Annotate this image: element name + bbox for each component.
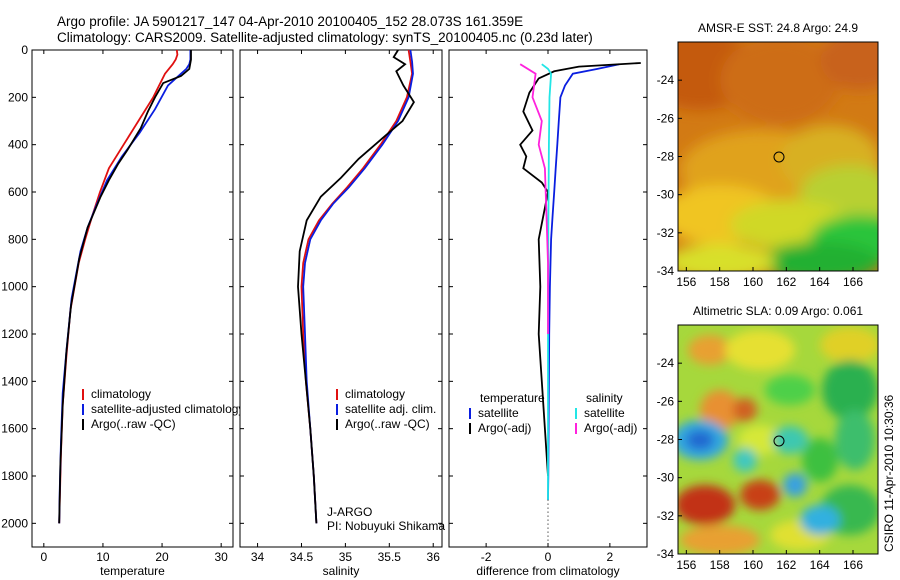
x-tick-label: 20 [155,550,169,564]
profile-plots: 0 10 20 30020040060080010001200140016001800… [1,43,648,578]
sla-argo-marker [773,435,785,447]
x-tick-label: 35 [339,550,353,564]
series-line [58,50,192,524]
x-tick-label: 10 [96,550,110,564]
y-tick-label: 1000 [1,280,28,294]
series-line [541,63,553,500]
header-line-2: Climatology: CARS2009. Satellite-adjuste… [57,30,593,45]
sst-map: AMSR-E SST: 24.8 Argo: 24.9 156 158 160 162… [657,21,879,289]
legend-entry: satellite [584,406,625,420]
x-tick-label: 162 [776,558,796,572]
x-tick-label: 158 [710,558,730,572]
y-tick-label: -32 [657,509,675,523]
sst-map-title: AMSR-E SST: 24.8 Argo: 24.9 [698,21,858,35]
header-line-1: Argo profile: JA 5901217_147 04-Apr-2010… [57,14,523,29]
x-tick-label: 166 [843,275,863,289]
legend-entry: Argo(..raw -QC) [91,417,176,431]
y-tick-label: 600 [8,185,28,199]
y-tick-label: -30 [657,188,675,202]
plot-frame [31,49,234,548]
x-tick-label: 0 [40,550,47,564]
sla-map-ticks: 156 158 160 162 164 166 -24 -26 -28 -30 -32 -34 [657,356,864,572]
legend-entry: salinity [586,391,623,405]
sst-map-field [678,42,878,271]
x-tick-label: 156 [676,275,696,289]
y-tick-label: -26 [657,111,675,125]
y-tick-label: -26 [657,394,675,408]
y-tick-label: -32 [657,226,675,240]
plot-temperature: 0 10 20 30 0 200 400 600 800 1000 1200 1400 1600 1800… [1,43,244,578]
legend-entry: Argo(..raw -QC) [345,417,430,431]
x-tick-label: 34.5 [290,550,314,564]
x-tick-label: 36 [427,550,441,564]
annotation: PI: Nobuyuki Shikama [327,519,445,533]
x-tick-label: 35.5 [378,550,402,564]
x-tick-label: 2 [607,550,614,564]
y-tick-label: 400 [8,138,28,152]
y-tick-label: 1800 [1,469,28,483]
y-tick-label: 1200 [1,327,28,341]
x-tick-label: 156 [676,558,696,572]
x-tick-label: 164 [810,275,830,289]
x-tick-label: 34 [251,550,265,564]
sla-map: Altimetric SLA: 0.09 Argo: 0.061 [657,304,879,572]
plot-salinity: 34 34.5 35 35.5 36 salinity climatologysatelli… [239,49,445,578]
y-tick-label: 1600 [1,422,28,436]
y-tick-label: -24 [657,73,675,87]
y-tick-label: 800 [8,232,28,246]
sla-map-title: Altimetric SLA: 0.09 Argo: 0.061 [693,304,863,318]
legend-entry: Argo(-adj) [584,421,637,435]
legend-entry: climatology [91,387,151,401]
y-tick-label: 0 [21,43,28,57]
legend-entry: satellite adj. clim. [345,402,436,416]
x-axis-label: salinity [323,564,360,578]
sla-map-field [678,325,878,554]
y-tick-label: -28 [657,150,675,164]
series-line [519,62,641,477]
x-tick-label: 158 [710,275,730,289]
y-tick-label: -34 [657,547,675,561]
legend-entry: satellite [478,406,519,420]
sst-argo-marker [773,151,785,163]
y-tick-label: -30 [657,471,675,485]
plot-frame [239,49,443,548]
x-tick-label: 164 [810,558,830,572]
legend-entry: Argo(-adj) [478,421,531,435]
x-tick-label: 0 [545,550,552,564]
series-line [519,63,549,334]
legend-entry: climatology [345,387,405,401]
x-axis-label: difference from climatology [476,564,619,578]
legend-entry: satellite-adjusted climatology [91,402,244,416]
y-tick-label: -24 [657,356,675,370]
side-note: CSIRO 11-Apr-2010 10:30:36 [882,394,896,552]
x-tick-label: -2 [481,550,492,564]
x-tick-label: 30 [214,550,228,564]
annotation: J-ARGO [327,505,372,519]
y-tick-label: -34 [657,264,675,278]
y-tick-label: 2000 [1,516,28,530]
x-tick-label: 160 [743,558,763,572]
x-tick-label: 166 [843,558,863,572]
y-tick-label: -28 [657,433,675,447]
x-tick-label: 160 [743,275,763,289]
sst-map-ticks: 156 158 160 162 164 166 -24 -26 -28 -30 -32 -34 [657,73,864,289]
legend-entry: temperature [480,391,545,405]
x-axis-label: temperature [100,564,165,578]
y-tick-label: 1400 [1,374,28,388]
y-tick-label: 200 [8,90,28,104]
series-line [297,49,415,524]
x-tick-label: 162 [776,275,796,289]
